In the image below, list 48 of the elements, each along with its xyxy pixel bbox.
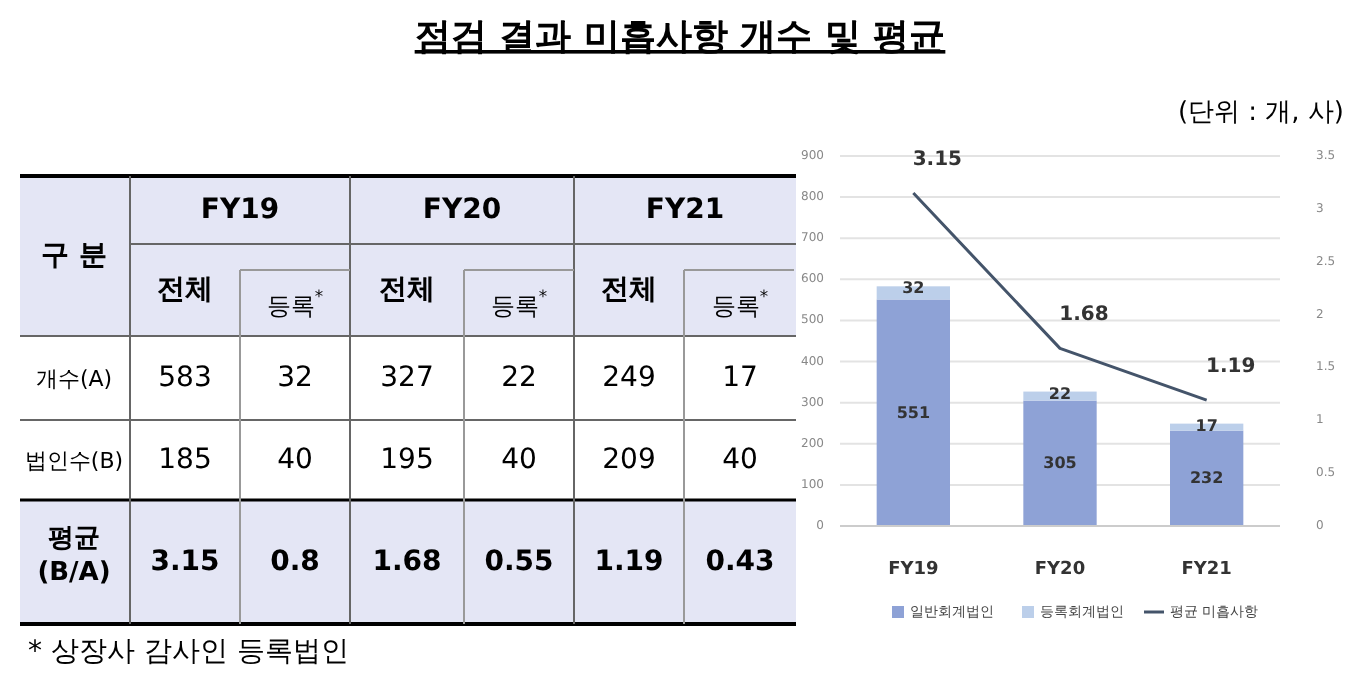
text: 등록$^{*}$ xyxy=(490,286,548,320)
text: 1.19 xyxy=(594,546,664,578)
text: (단위 : 개, 사) xyxy=(1177,98,1344,128)
text: FY19 xyxy=(200,194,280,226)
data-label: 22 xyxy=(1048,384,1072,403)
text: FY20 xyxy=(422,194,502,226)
text: 32 xyxy=(277,362,313,394)
data-label: 232 xyxy=(1189,469,1224,488)
bar xyxy=(876,299,950,526)
data-label: 1.19 xyxy=(1205,356,1256,379)
text: 전체 xyxy=(601,274,657,306)
text: 209 xyxy=(602,444,656,476)
text: 185 xyxy=(158,444,212,476)
data-label: 305 xyxy=(1043,454,1078,473)
text: 3.15 xyxy=(150,546,220,578)
text: 40 xyxy=(277,444,313,476)
text: 구 분 xyxy=(41,240,107,272)
text: 0.55 xyxy=(484,546,554,578)
text: 249 xyxy=(602,362,656,394)
data-label: 17 xyxy=(1195,416,1218,435)
text: 40 xyxy=(501,444,537,476)
x-tick-label: FY20 xyxy=(1034,560,1086,580)
text: 0.8 xyxy=(270,546,320,578)
x-tick-label: FY19 xyxy=(888,560,939,580)
data-label: 3.15 xyxy=(912,149,963,171)
text: 법인수(B) xyxy=(24,447,124,473)
text: 개수(A) xyxy=(35,365,113,391)
text: 1.68 xyxy=(372,546,442,578)
text: 22 xyxy=(501,362,537,394)
text: 0.43 xyxy=(705,546,775,578)
bar xyxy=(1170,430,1244,526)
text: 등록$^{*}$ xyxy=(266,286,324,320)
text: * 상장사 감사인 등록법인 xyxy=(28,636,349,668)
data-label: 551 xyxy=(896,403,931,422)
text: 17 xyxy=(722,362,758,394)
text: 전체 xyxy=(157,274,213,306)
text: 195 xyxy=(380,444,434,476)
bar xyxy=(1023,400,1097,526)
text: 327 xyxy=(380,362,434,394)
text: 40 xyxy=(722,444,758,476)
text: 등록$^{*}$ xyxy=(711,286,769,320)
data-label: 32 xyxy=(902,279,925,298)
text: 583 xyxy=(158,362,212,394)
text: FY21 xyxy=(645,194,725,226)
text: 전체 xyxy=(379,274,435,306)
x-tick-label: FY21 xyxy=(1181,560,1232,580)
text: 평균 (B/A) xyxy=(37,524,111,588)
data-label: 1.68 xyxy=(1059,304,1109,327)
